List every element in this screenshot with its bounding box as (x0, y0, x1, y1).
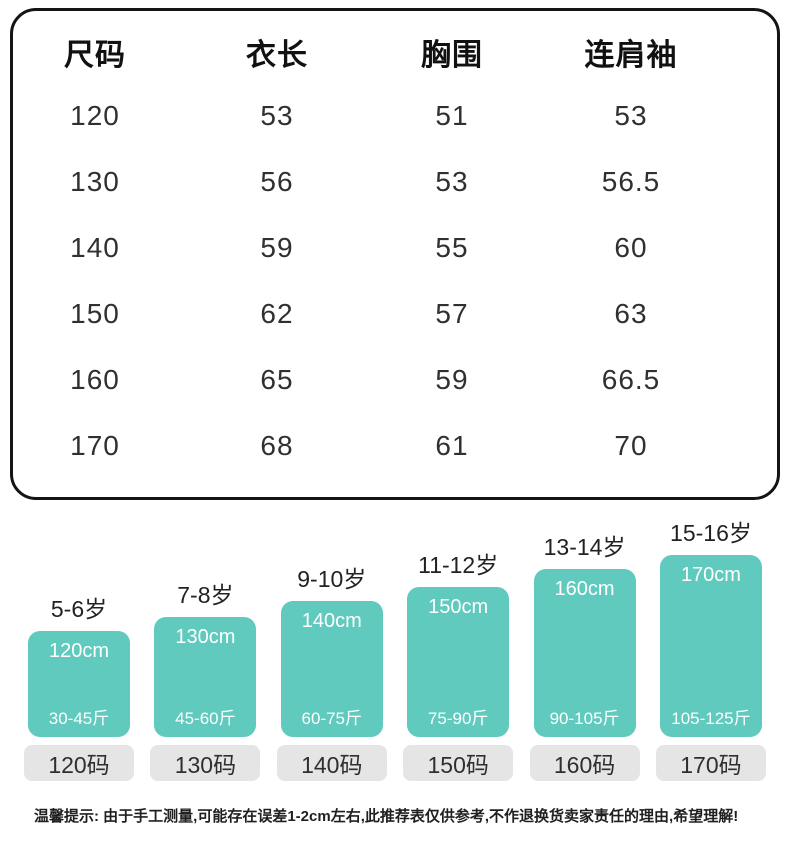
age-label: 15-16岁 (670, 520, 752, 546)
table-row: 160 65 59 66.5 (13, 347, 777, 413)
size-code-label: 160码 (529, 745, 640, 781)
size-table: 尺码 衣长 胸围 连肩袖 120 53 51 53 130 56 53 56.5… (10, 8, 780, 500)
cell-length: 56 (260, 166, 294, 197)
height-value: 140cm (301, 610, 362, 632)
size-table-header-row: 尺码 衣长 胸围 连肩袖 (13, 21, 777, 83)
col-header-size: 尺码 (64, 39, 126, 72)
height-bar: 150cm 75-90斤 (407, 587, 510, 737)
height-value: 160cm (554, 578, 615, 600)
height-bar: 120cm 30-45斤 (28, 631, 130, 737)
col-header-length: 衣长 (246, 39, 308, 72)
chart-column: 11-12岁 150cm 75-90斤 150码 (401, 546, 515, 781)
cell-sleeve: 63 (614, 298, 648, 329)
age-label: 5-6岁 (50, 596, 108, 622)
weight-range: 75-90斤 (427, 709, 489, 728)
weight-range: 105-125斤 (671, 709, 751, 728)
table-row: 120 53 51 53 (13, 83, 777, 149)
cell-size: 150 (70, 298, 120, 329)
size-code-label: 170码 (655, 745, 766, 781)
cell-length: 53 (260, 100, 294, 131)
cell-size: 140 (70, 232, 120, 263)
size-code-label: 150码 (403, 745, 514, 781)
col-header-sleeve: 连肩袖 (584, 39, 678, 72)
height-bar: 130cm 45-60斤 (154, 617, 257, 737)
cell-sleeve: 70 (614, 430, 648, 461)
size-code-label: 140码 (276, 745, 387, 781)
chart-column: 15-16岁 170cm 105-125斤 170码 (654, 514, 768, 781)
chart-column: 13-14岁 160cm 90-105斤 160码 (528, 528, 642, 781)
cell-chest: 55 (435, 232, 469, 263)
height-bar: 160cm 90-105斤 (533, 569, 636, 737)
table-row: 130 56 53 56.5 (13, 149, 777, 215)
height-value: 150cm (428, 596, 489, 618)
cell-size: 120 (70, 100, 120, 131)
height-bar: 140cm 60-75斤 (280, 601, 383, 737)
height-bar: 170cm 105-125斤 (659, 555, 762, 737)
table-row: 150 62 57 63 (13, 281, 777, 347)
cell-chest: 57 (435, 298, 469, 329)
cell-chest: 59 (435, 364, 469, 395)
size-code-label: 120码 (24, 745, 134, 781)
chart-column: 9-10岁 140cm 60-75斤 140码 (275, 560, 389, 781)
weight-range: 90-105斤 (549, 709, 620, 728)
size-code-label: 130码 (150, 745, 261, 781)
age-label: 7-8岁 (177, 582, 234, 608)
weight-range: 30-45斤 (48, 709, 110, 728)
cell-sleeve: 66.5 (601, 364, 661, 395)
cell-size: 160 (70, 364, 120, 395)
height-value: 120cm (48, 640, 110, 662)
height-value: 130cm (175, 626, 236, 648)
cell-length: 62 (260, 298, 294, 329)
weight-range: 60-75斤 (301, 709, 363, 728)
chart-column: 7-8岁 130cm 45-60斤 130码 (148, 576, 262, 781)
cell-chest: 51 (435, 100, 469, 131)
age-label: 13-14岁 (543, 534, 626, 560)
size-recommendation-chart: 5-6岁 120cm 30-45斤 120码 7-8岁 130cm 45-60斤… (0, 514, 790, 781)
table-row: 140 59 55 60 (13, 215, 777, 281)
chart-column: 5-6岁 120cm 30-45斤 120码 (22, 590, 136, 781)
notice-text: 温馨提示: 由于手工测量,可能存在误差1-2cm左右,此推荐表仅供参考,不作退换… (34, 808, 739, 825)
table-row: 170 68 61 70 (13, 413, 777, 479)
cell-sleeve: 56.5 (601, 166, 661, 197)
cell-length: 65 (260, 364, 294, 395)
cell-sleeve: 53 (614, 100, 648, 131)
age-label: 9-10岁 (297, 566, 367, 592)
col-header-chest: 胸围 (421, 39, 483, 72)
cell-chest: 61 (435, 430, 469, 461)
cell-length: 59 (260, 232, 294, 263)
age-label: 11-12岁 (418, 552, 499, 578)
cell-length: 68 (260, 430, 294, 461)
height-value: 170cm (680, 564, 741, 586)
cell-size: 170 (70, 430, 120, 461)
weight-range: 45-60斤 (175, 709, 236, 728)
cell-sleeve: 60 (614, 232, 648, 263)
cell-chest: 53 (435, 166, 469, 197)
cell-size: 130 (70, 166, 120, 197)
